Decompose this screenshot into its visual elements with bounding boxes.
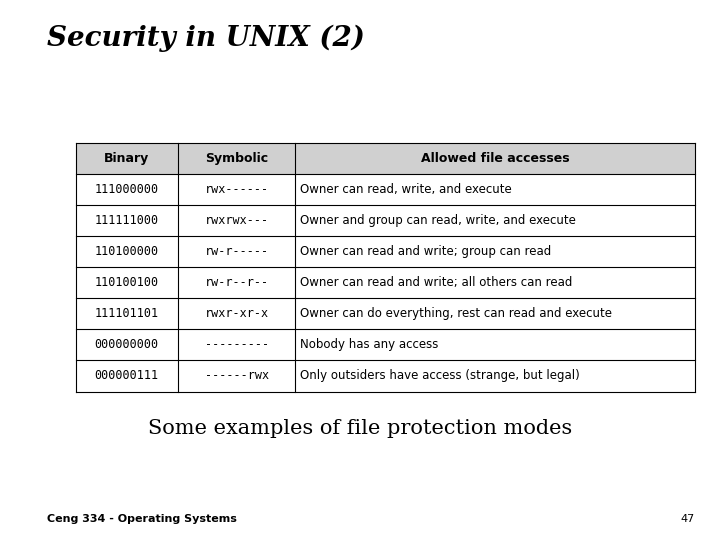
Text: Nobody has any access: Nobody has any access [300, 339, 438, 352]
Text: rwxrwx---: rwxrwx--- [204, 214, 269, 227]
Bar [76, 174, 178, 205]
Text: 110100000: 110100000 [94, 245, 158, 258]
Text: rw-r-----: rw-r----- [204, 245, 269, 258]
Bar [76, 329, 178, 361]
Bar [295, 205, 695, 237]
Bar [178, 329, 295, 361]
Bar [76, 298, 178, 329]
Text: Owner can read, write, and execute: Owner can read, write, and execute [300, 183, 512, 196]
Bar [178, 174, 295, 205]
Text: 000000111: 000000111 [94, 369, 158, 382]
Bar [295, 329, 695, 361]
Text: Binary: Binary [104, 152, 149, 165]
Bar [178, 143, 295, 174]
Bar [295, 237, 695, 267]
Bar [178, 361, 295, 392]
Text: Owner can do everything, rest can read and execute: Owner can do everything, rest can read a… [300, 307, 613, 320]
Text: Ceng 334 - Operating Systems: Ceng 334 - Operating Systems [47, 514, 237, 524]
Text: 110100100: 110100100 [94, 276, 158, 289]
Text: rwxr-xr-x: rwxr-xr-x [204, 307, 269, 320]
Bar [178, 205, 295, 237]
Text: 111101101: 111101101 [94, 307, 158, 320]
Bar [76, 205, 178, 237]
Text: rw-r--r--: rw-r--r-- [204, 276, 269, 289]
Text: 000000000: 000000000 [94, 339, 158, 352]
Bar [76, 237, 178, 267]
Text: Owner and group can read, write, and execute: Owner and group can read, write, and exe… [300, 214, 576, 227]
Bar [295, 267, 695, 298]
Text: rwx------: rwx------ [204, 183, 269, 196]
Text: Some examples of file protection modes: Some examples of file protection modes [148, 418, 572, 437]
Bar [178, 298, 295, 329]
Text: Owner can read and write; group can read: Owner can read and write; group can read [300, 245, 552, 258]
Bar [178, 267, 295, 298]
Text: 111111000: 111111000 [94, 214, 158, 227]
Text: 111000000: 111000000 [94, 183, 158, 196]
Bar [178, 237, 295, 267]
Text: Symbolic: Symbolic [205, 152, 268, 165]
Text: 47: 47 [680, 514, 695, 524]
Bar [76, 267, 178, 298]
Bar [76, 143, 178, 174]
Text: Only outsiders have access (strange, but legal): Only outsiders have access (strange, but… [300, 369, 580, 382]
Bar [295, 361, 695, 392]
Bar [295, 143, 695, 174]
Text: ---------: --------- [204, 339, 269, 352]
Bar [295, 298, 695, 329]
Text: Owner can read and write; all others can read: Owner can read and write; all others can… [300, 276, 573, 289]
Text: ------rwx: ------rwx [204, 369, 269, 382]
Bar [76, 361, 178, 392]
Bar [295, 174, 695, 205]
Text: Allowed file accesses: Allowed file accesses [420, 152, 570, 165]
Text: Security in UNIX (2): Security in UNIX (2) [47, 24, 364, 52]
